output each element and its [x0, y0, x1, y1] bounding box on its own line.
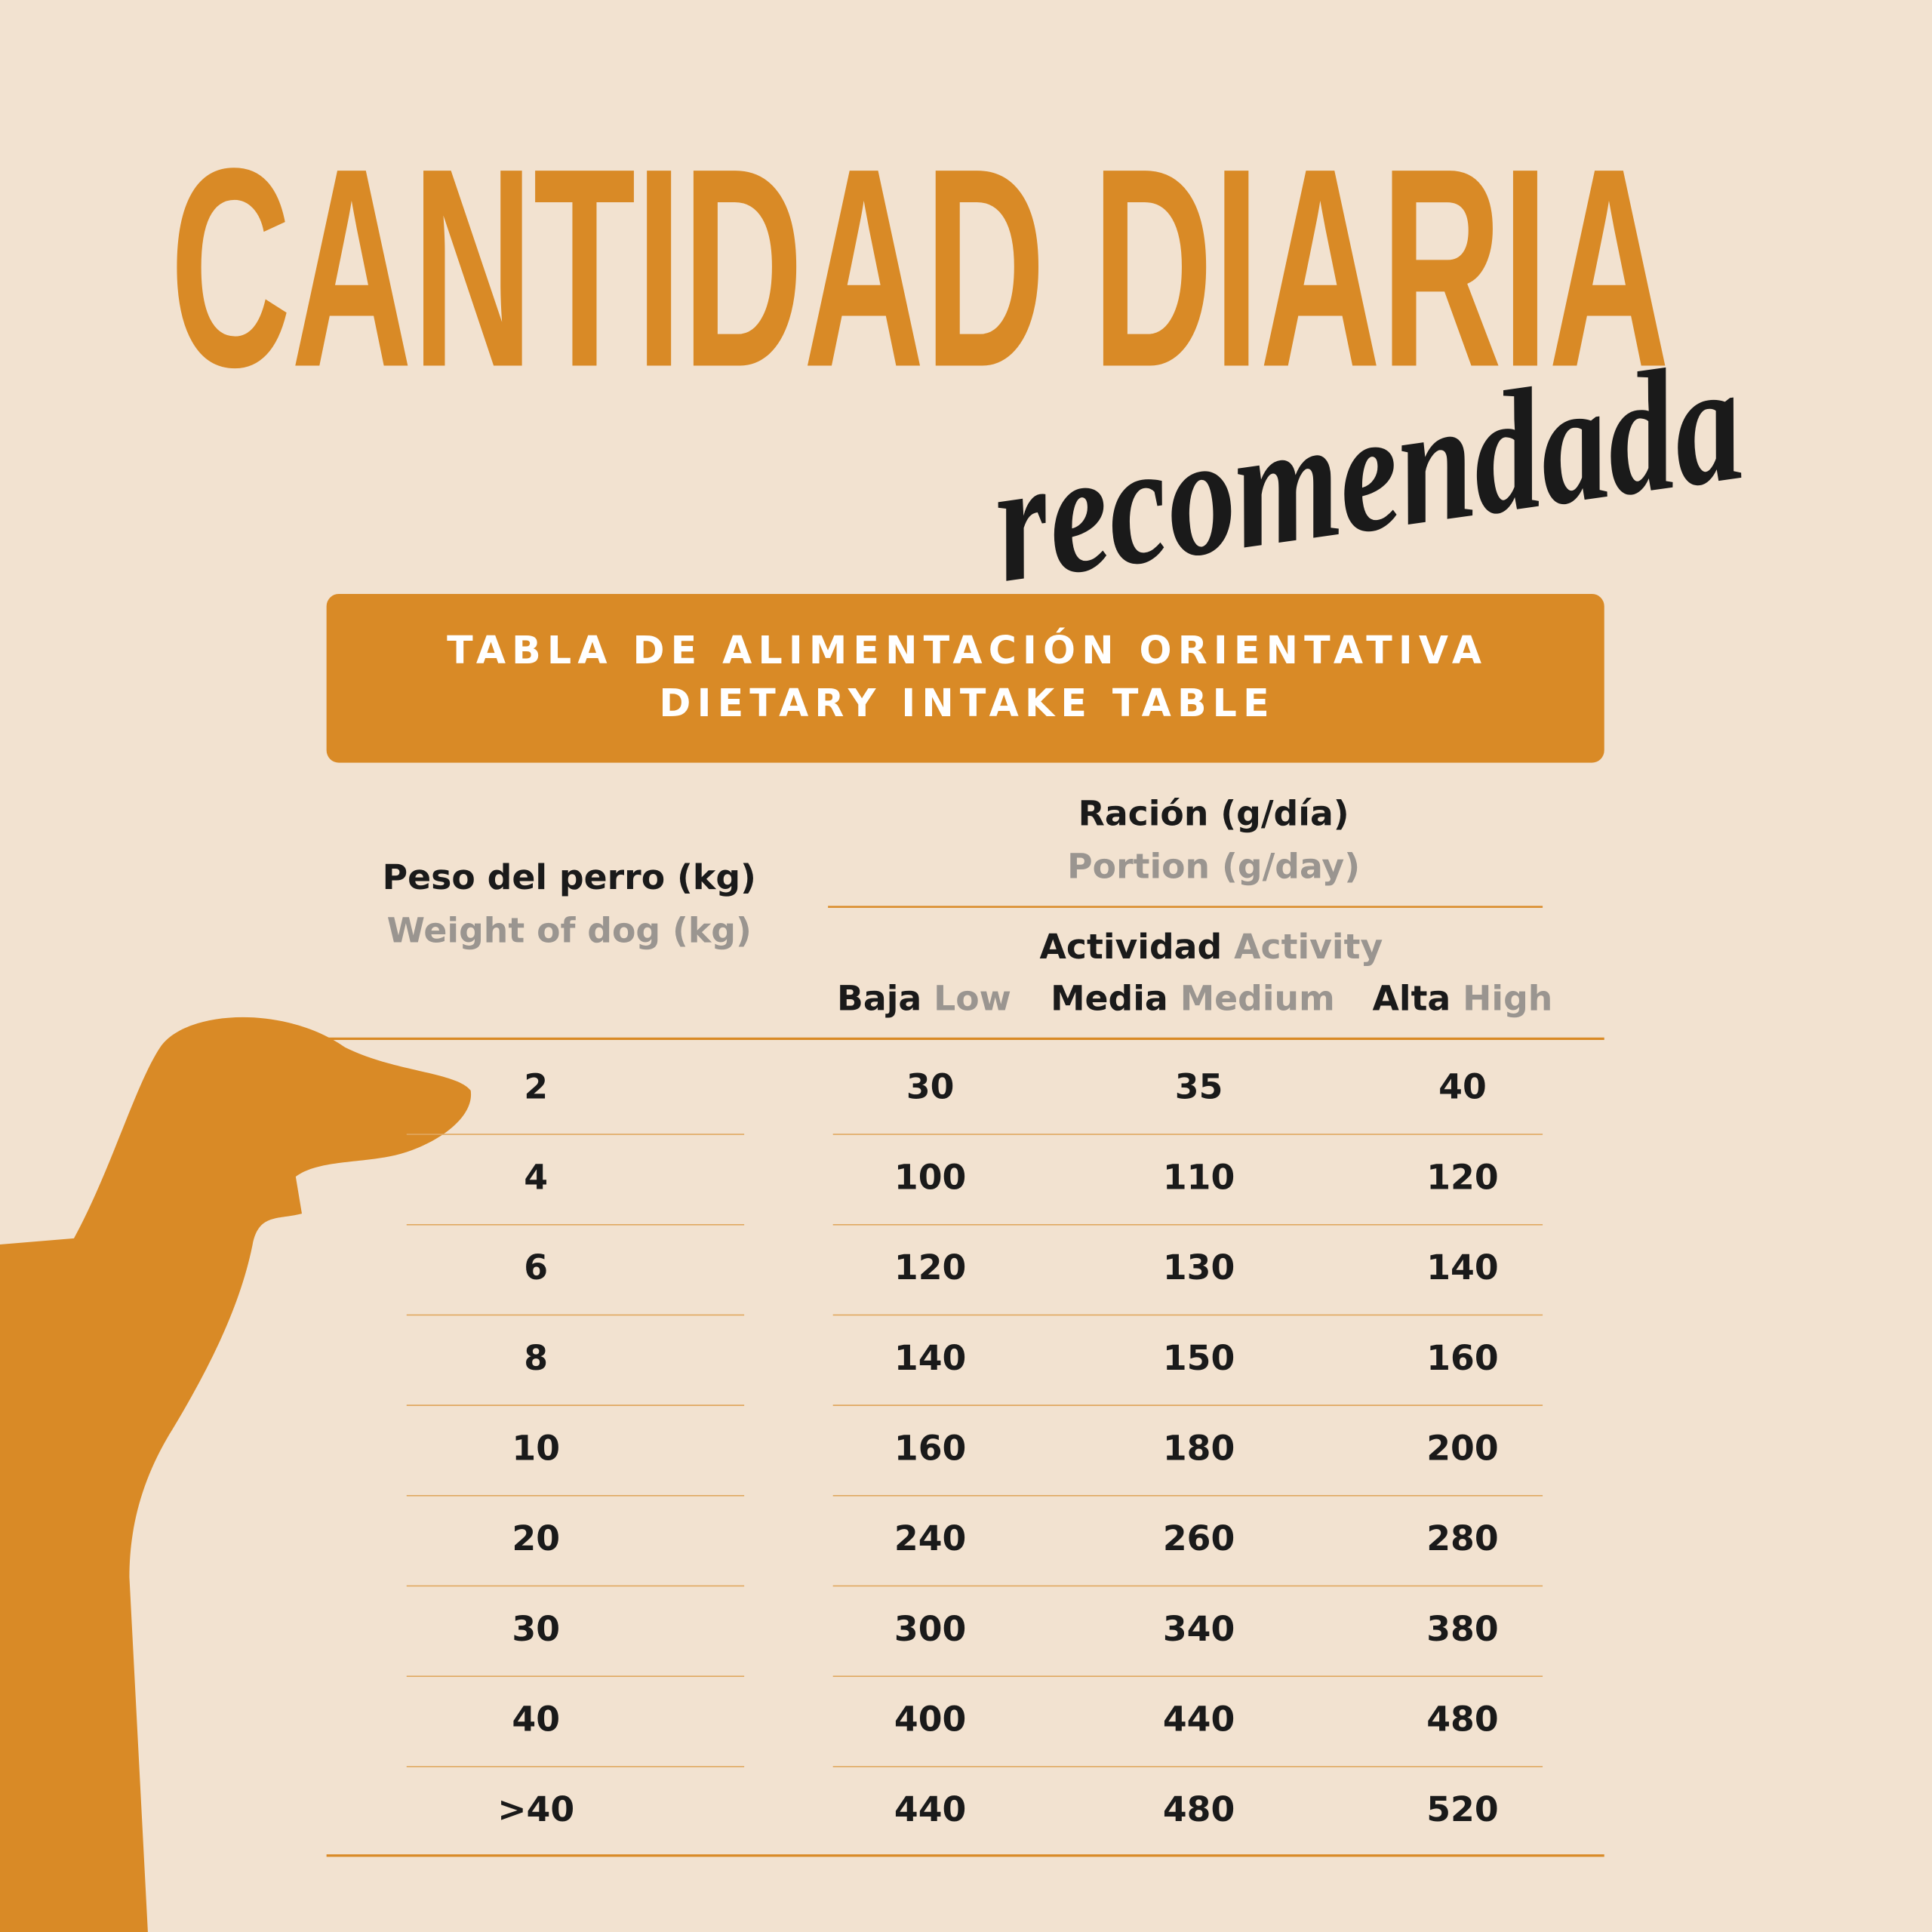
cell: 30	[512, 1609, 560, 1649]
cell: 120	[894, 1247, 966, 1287]
cell: 110	[1163, 1157, 1235, 1197]
cell: 10	[512, 1428, 560, 1468]
cell: 520	[1426, 1789, 1498, 1829]
header: Baja Low	[837, 978, 1011, 1018]
cell: 440	[894, 1789, 966, 1829]
cell: 6	[524, 1247, 548, 1287]
cell: 300	[894, 1609, 966, 1649]
cell: 440	[1163, 1699, 1235, 1739]
cell: 160	[894, 1428, 966, 1468]
header-en: Medium	[1168, 978, 1335, 1018]
header: Alta High	[1373, 978, 1553, 1018]
cell: 35	[1175, 1067, 1223, 1107]
header: Actividad Activity	[1040, 927, 1383, 967]
cell: 280	[1426, 1518, 1498, 1558]
cell: 130	[1163, 1247, 1235, 1287]
cell: 8	[524, 1338, 548, 1378]
banner-line: DIETARY INTAKE TABLE	[659, 681, 1275, 725]
cell: 480	[1163, 1789, 1235, 1829]
title: CANTIDAD DIARIA	[170, 109, 1669, 426]
header-es: Actividad	[1040, 927, 1223, 967]
cell: 140	[1426, 1247, 1498, 1287]
banner	[326, 593, 1604, 763]
header-es: Baja	[837, 978, 921, 1018]
cell: 240	[894, 1518, 966, 1558]
cell: 120	[1426, 1157, 1498, 1197]
cell: 260	[1163, 1518, 1235, 1558]
cell: 100	[894, 1157, 966, 1197]
header-es: Peso del perro (kg)	[383, 857, 756, 897]
header-en: Activity	[1222, 927, 1383, 967]
cell: >40	[497, 1789, 574, 1829]
banner-line: TABLA DE ALIMENTACIÓN ORIENTATIVA	[447, 628, 1487, 672]
header-es: Media	[1051, 978, 1168, 1018]
header-es: Ración (g/día)	[1078, 793, 1349, 833]
dog-silhouette	[0, 1017, 472, 1932]
cell: 4	[524, 1157, 548, 1197]
cell: 150	[1163, 1338, 1235, 1378]
cell: 400	[894, 1699, 966, 1739]
cell: 40	[1438, 1067, 1487, 1107]
header-en: Portion (g/day)	[1067, 847, 1360, 887]
cell: 200	[1426, 1428, 1498, 1468]
header-es: Alta	[1373, 978, 1451, 1018]
cell: 140	[894, 1338, 966, 1378]
cell: 2	[524, 1067, 548, 1107]
header-en: Low	[921, 978, 1011, 1018]
header: Media Medium	[1051, 978, 1335, 1018]
cell: 180	[1163, 1428, 1235, 1468]
cell: 30	[906, 1067, 955, 1107]
header-en: High	[1451, 978, 1552, 1018]
cell: 380	[1426, 1609, 1498, 1649]
header-en: Weight of dog (kg)	[387, 910, 752, 950]
cell: 20	[512, 1518, 560, 1558]
cell: 40	[512, 1699, 560, 1739]
cell: 340	[1163, 1609, 1235, 1649]
cell: 480	[1426, 1699, 1498, 1739]
table: Peso del perro (kg) Weight of dog (kg) Rac…	[326, 793, 1604, 1857]
cell: 160	[1426, 1338, 1498, 1378]
